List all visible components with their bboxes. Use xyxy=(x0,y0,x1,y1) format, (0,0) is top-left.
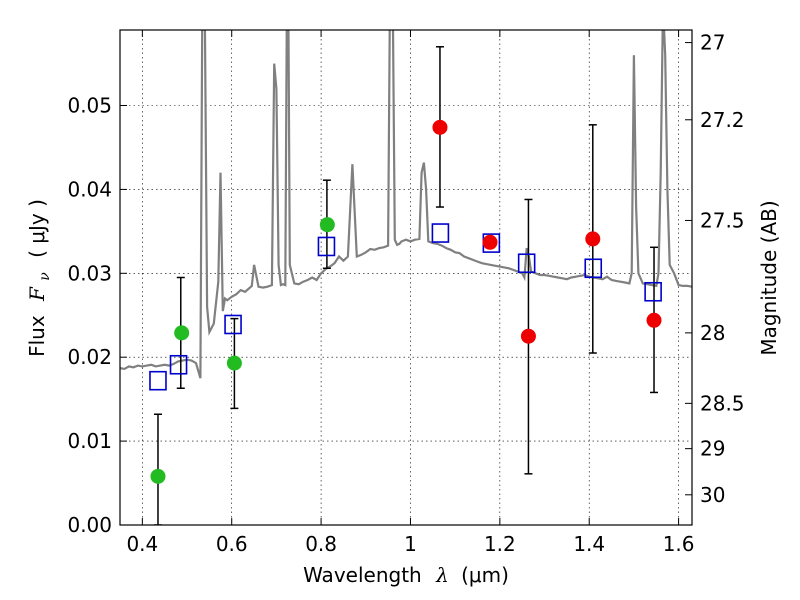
y2-tick-label: 28 xyxy=(700,321,725,345)
x-tick-label: 0.8 xyxy=(305,532,337,556)
model-square xyxy=(149,370,167,391)
y2-tick-label: 30 xyxy=(700,483,725,507)
data-point xyxy=(319,217,335,233)
y-axis-label: Flux F ν ( μJy ) xyxy=(25,199,54,357)
data-point xyxy=(520,328,536,344)
data-point xyxy=(585,231,601,247)
grid-lines xyxy=(120,30,692,526)
model-square xyxy=(584,258,603,279)
model-square xyxy=(517,253,536,274)
plot-area xyxy=(120,30,692,525)
x-axis-label: Wavelength λ (μm) xyxy=(303,563,509,587)
x-tick-label: 1.4 xyxy=(573,532,605,556)
plot-frame xyxy=(119,29,693,526)
y2-tick-label: 29 xyxy=(700,437,725,461)
y2-axis-label-group: Magnitude (AB) xyxy=(757,200,781,355)
x-tick-label: 0.4 xyxy=(126,532,158,556)
data-point xyxy=(646,312,662,328)
error-bars xyxy=(153,46,659,525)
y-tick-label: 0.01 xyxy=(67,429,112,453)
x-tick-label: 0.6 xyxy=(216,532,248,556)
y-tick-label: 0.04 xyxy=(67,177,112,201)
y-tick-label: 0.00 xyxy=(67,513,112,537)
y-tick-label: 0.05 xyxy=(67,94,112,118)
x-tick-label: 1.2 xyxy=(484,532,516,556)
model-squares xyxy=(149,223,662,391)
x-axis-ticks: 0.4 0.6 0.8 1 1.2 1.4 1.6 xyxy=(126,30,695,556)
observed-points xyxy=(150,119,662,484)
y-tick-label: 0.02 xyxy=(67,345,112,369)
y-axis-ticks: 0.00 0.01 0.02 0.03 0.04 0.05 xyxy=(67,94,127,537)
model-square xyxy=(644,281,662,302)
data-point xyxy=(482,234,498,250)
x-tick-label: 1.6 xyxy=(663,532,695,556)
data-point xyxy=(150,468,166,484)
y2-axis-label: Magnitude (AB) xyxy=(757,200,781,355)
model-square xyxy=(169,354,188,375)
data-point xyxy=(432,119,448,135)
spectrum-line xyxy=(120,30,692,379)
data-point xyxy=(174,325,190,341)
y2-tick-label: 27.2 xyxy=(700,108,745,132)
data-point xyxy=(226,355,242,371)
model-square xyxy=(317,236,336,257)
y-axis-label-group: Flux F ν ( μJy ) xyxy=(25,199,54,357)
y2-axis-ticks: 27 27.2 27.5 28 28.5 29 30 xyxy=(685,31,745,507)
model-square xyxy=(224,314,242,335)
y2-tick-label: 27.5 xyxy=(700,208,745,232)
model-square xyxy=(431,223,450,243)
y2-tick-label: 27 xyxy=(700,31,725,55)
y2-tick-label: 28.5 xyxy=(700,391,745,415)
x-tick-label: 1 xyxy=(404,532,417,556)
y-tick-label: 0.03 xyxy=(67,261,112,285)
